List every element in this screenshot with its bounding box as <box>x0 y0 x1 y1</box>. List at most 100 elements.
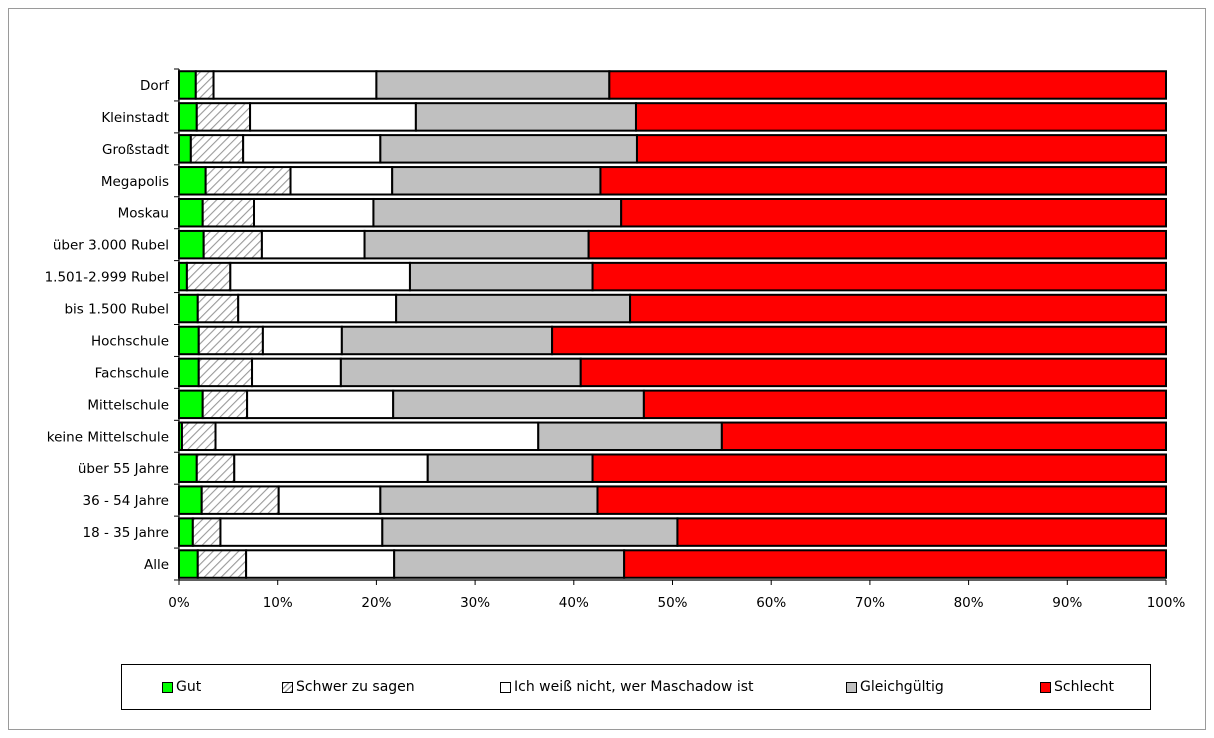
bar-gleichgültig-keine-mittelschule <box>537 421 723 452</box>
bar-gut-großstadt <box>178 134 192 164</box>
legend-entry-ich-weiß-nicht-wer-maschadow-ist: Ich weiß nicht, wer Maschadow ist <box>500 679 754 695</box>
x-tick-label: 0% <box>168 595 190 611</box>
category-label: Moskau <box>118 206 169 222</box>
bar-gut-36-54-jahre <box>178 485 203 515</box>
bar-gut-1-501-2-999-rubel <box>178 261 188 292</box>
bar-ich-weiß-nicht-wer-maschadow-ist-mittelschule <box>246 389 395 420</box>
x-tick-label: 20% <box>361 595 391 611</box>
legend-swatch <box>282 681 293 693</box>
bar-ich-weiß-nicht-wer-maschadow-ist-über-55-jahre <box>233 453 429 483</box>
bar-gleichgültig-1-501-2-999-rubel <box>408 261 594 292</box>
bar-gleichgültig-mittelschule <box>392 389 645 420</box>
x-tick-label: 30% <box>460 595 490 611</box>
x-tick-label: 80% <box>954 595 984 611</box>
bar-gleichgültig-bis-1-500-rubel <box>395 293 632 324</box>
bar-ich-weiß-nicht-wer-maschadow-ist-großstadt <box>242 134 382 164</box>
category-label: Dorf <box>140 78 170 94</box>
legend-label: Schlecht <box>1054 679 1115 695</box>
category-label: bis 1.500 Rubel <box>64 302 169 318</box>
category-label: Fachschule <box>95 365 169 381</box>
bar-gut-fachschule <box>178 357 200 388</box>
bar-ich-weiß-nicht-wer-maschadow-ist-18-35-jahre <box>219 517 384 547</box>
bar-schlecht-hochschule <box>551 325 1167 356</box>
bar-schlecht-megapolis <box>599 166 1167 196</box>
bar-schwer-zu-sagen-36-54-jahre <box>200 485 280 515</box>
bar-gleichgültig-megapolis <box>391 166 602 196</box>
bar-gut-18-35-jahre <box>178 517 194 547</box>
bar-schwer-zu-sagen-kleinstadt <box>195 102 252 132</box>
bar-schwer-zu-sagen-megapolis <box>204 166 292 196</box>
bar-gut-über-3-000-rubel <box>178 229 205 260</box>
category-label: Großstadt <box>102 142 169 158</box>
category-label: 36 - 54 Jahre <box>83 493 169 509</box>
bar-schlecht-fachschule <box>579 357 1167 388</box>
bar-schlecht-kleinstadt <box>634 102 1167 132</box>
category-label: über 55 Jahre <box>78 461 169 477</box>
bar-ich-weiß-nicht-wer-maschadow-ist-36-54-jahre <box>277 485 382 515</box>
legend-swatch <box>500 681 511 693</box>
category-label: Kleinstadt <box>101 110 169 126</box>
bar-schwer-zu-sagen-über-3-000-rubel <box>202 229 263 260</box>
bar-schlecht-großstadt <box>635 134 1167 164</box>
bar-ich-weiß-nicht-wer-maschadow-ist-alle <box>245 549 396 579</box>
bar-ich-weiß-nicht-wer-maschadow-ist-dorf <box>212 70 378 100</box>
bar-gut-kleinstadt <box>178 102 198 132</box>
x-tick-label: 70% <box>855 595 885 611</box>
legend-entry-schwer-zu-sagen: Schwer zu sagen <box>282 679 415 695</box>
bar-gut-dorf <box>178 70 197 100</box>
bar-ich-weiß-nicht-wer-maschadow-ist-keine-mittelschule <box>214 421 540 452</box>
bar-schlecht-dorf <box>608 70 1167 100</box>
bar-schlecht-über-55-jahre <box>591 453 1167 483</box>
bar-ich-weiß-nicht-wer-maschadow-ist-megapolis <box>289 166 394 196</box>
axis-layer <box>174 68 1167 585</box>
legend: Gut Schwer zu sagen Ich weiß nicht, wer Ma… <box>121 664 1151 710</box>
legend-swatch <box>846 681 857 693</box>
bar-ich-weiß-nicht-wer-maschadow-ist-moskau <box>253 197 375 228</box>
category-label: Alle <box>144 557 169 573</box>
category-label: keine Mittelschule <box>47 429 169 445</box>
legend-swatch <box>162 681 173 693</box>
bar-ich-weiß-nicht-wer-maschadow-ist-bis-1-500-rubel <box>237 293 398 324</box>
bar-gut-megapolis <box>178 166 207 196</box>
bar-ich-weiß-nicht-wer-maschadow-ist-über-3-000-rubel <box>260 229 366 260</box>
bar-schlecht-moskau <box>620 197 1167 228</box>
bar-gleichgültig-fachschule <box>339 357 582 388</box>
bar-gleichgültig-18-35-jahre <box>381 517 679 547</box>
legend-label: Schwer zu sagen <box>296 679 415 695</box>
bar-gut-mittelschule <box>178 389 204 420</box>
bar-gleichgültig-moskau <box>372 197 623 228</box>
bar-schwer-zu-sagen-1-501-2-999-rubel <box>185 261 232 292</box>
bar-gut-alle <box>178 549 199 579</box>
bar-schwer-zu-sagen-alle <box>196 549 248 579</box>
bar-ich-weiß-nicht-wer-maschadow-ist-1-501-2-999-rubel <box>229 261 411 292</box>
category-label: 18 - 35 Jahre <box>83 525 169 541</box>
bar-gut-über-55-jahre <box>178 453 198 483</box>
bar-gut-moskau <box>178 197 204 228</box>
legend-entry-gleichgültig: Gleichgültig <box>846 679 944 695</box>
x-tick-label: 50% <box>657 595 687 611</box>
bar-schlecht-18-35-jahre <box>676 517 1167 547</box>
bar-schlecht-mittelschule <box>642 389 1167 420</box>
legend-entry-gut: Gut <box>162 679 201 695</box>
category-label: Megapolis <box>101 174 169 190</box>
legend-swatch <box>1040 681 1051 693</box>
bars-layer <box>178 70 1167 579</box>
bar-schlecht-alle <box>623 549 1167 579</box>
bar-schlecht-36-54-jahre <box>596 485 1167 515</box>
bar-schwer-zu-sagen-moskau <box>201 197 256 228</box>
category-label: über 3.000 Rubel <box>53 238 169 254</box>
bar-schwer-zu-sagen-hochschule <box>197 325 264 356</box>
x-tick-label: 100% <box>1147 595 1186 611</box>
legend-label: Gleichgültig <box>860 679 944 695</box>
bar-gleichgültig-über-3-000-rubel <box>363 229 590 260</box>
bar-schlecht-über-3-000-rubel <box>587 229 1167 260</box>
bar-gleichgültig-alle <box>393 549 626 579</box>
x-tick-label: 40% <box>559 595 589 611</box>
bar-gleichgültig-großstadt <box>379 134 638 164</box>
x-tick-label: 10% <box>263 595 293 611</box>
bar-schwer-zu-sagen-dorf <box>194 70 215 100</box>
bar-schwer-zu-sagen-fachschule <box>197 357 254 388</box>
bar-schwer-zu-sagen-großstadt <box>189 134 245 164</box>
bar-schlecht-1-501-2-999-rubel <box>591 261 1167 292</box>
